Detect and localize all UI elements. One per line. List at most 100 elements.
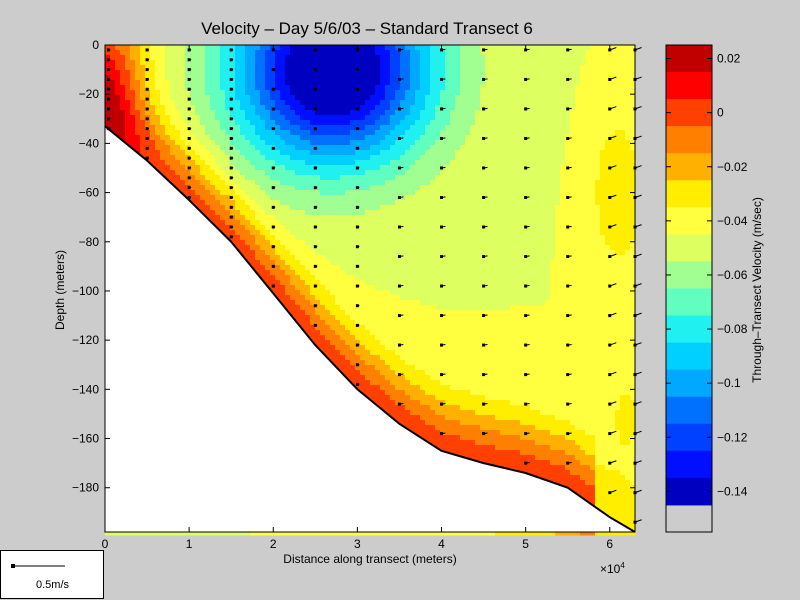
velocity-cell (290, 295, 296, 301)
velocity-cell (305, 65, 311, 71)
velocity-cell (340, 275, 346, 281)
velocity-cell (210, 215, 216, 221)
velocity-cell (295, 135, 301, 141)
velocity-cell (310, 255, 316, 261)
velocity-cell (290, 180, 296, 186)
velocity-cell (270, 180, 276, 186)
velocity-cell (175, 175, 181, 181)
velocity-cell (335, 345, 341, 351)
velocity-cell (310, 195, 316, 201)
velocity-cell (230, 235, 236, 241)
velocity-cell (215, 205, 221, 211)
velocity-cell (335, 310, 341, 316)
velocity-cell (300, 175, 306, 181)
velocity-cell (185, 190, 191, 196)
velocity-cell (250, 85, 256, 91)
velocity-cell (275, 250, 281, 256)
velocity-cell (320, 275, 326, 281)
velocity-cell (330, 175, 336, 181)
velocity-cell (245, 185, 251, 191)
velocity-cell (340, 340, 346, 346)
velocity-cell (290, 260, 296, 266)
velocity-cell (265, 220, 271, 226)
velocity-cell (165, 100, 171, 106)
velocity-cell (275, 190, 281, 196)
velocity-cell (320, 85, 326, 91)
velocity-cell (170, 145, 176, 151)
velocity-cell (340, 165, 346, 171)
velocity-cell (290, 255, 296, 261)
velocity-cell (265, 275, 271, 281)
velocity-cell (325, 315, 331, 321)
velocity-cell (345, 85, 351, 91)
velocity-cell (285, 55, 291, 61)
velocity-cell (355, 65, 361, 71)
velocity-cell (355, 300, 361, 306)
velocity-cell (265, 210, 271, 216)
velocity-cell (255, 100, 261, 106)
velocity-cell (250, 205, 256, 211)
velocity-cell (195, 145, 201, 151)
velocity-cell (205, 85, 211, 91)
velocity-cell (305, 295, 311, 301)
velocity-cell (345, 200, 351, 206)
velocity-cell (310, 80, 316, 86)
velocity-cell (315, 295, 321, 301)
velocity-cell (180, 180, 186, 186)
velocity-cell (355, 280, 361, 286)
velocity-cell (320, 70, 326, 76)
velocity-cell (255, 160, 261, 166)
velocity-cell (180, 45, 186, 51)
velocity-cell (230, 125, 236, 131)
velocity-cell (300, 105, 306, 111)
velocity-cell (325, 200, 331, 206)
velocity-cell (190, 530, 196, 536)
velocity-cell (255, 125, 261, 131)
velocity-cell (260, 145, 266, 151)
velocity-cell (140, 75, 146, 81)
velocity-cell (210, 120, 216, 126)
velocity-cell (220, 140, 226, 146)
velocity-cell (345, 275, 351, 281)
velocity-cell (155, 75, 161, 81)
velocity-cell (245, 75, 251, 81)
velocity-cell (230, 95, 236, 101)
velocity-cell (260, 160, 266, 166)
velocity-cell (245, 70, 251, 76)
velocity-cell (300, 315, 306, 321)
velocity-cell (310, 270, 316, 276)
velocity-cell (335, 210, 341, 216)
velocity-cell (195, 60, 201, 66)
velocity-cell (150, 65, 156, 71)
velocity-cell (330, 110, 336, 116)
velocity-cell (290, 250, 296, 256)
velocity-cell (305, 170, 311, 176)
velocity-cell (290, 80, 296, 86)
velocity-cell (335, 215, 341, 221)
velocity-cell (220, 200, 226, 206)
velocity-cell (345, 235, 351, 241)
velocity-cell (320, 235, 326, 241)
velocity-cell (305, 115, 311, 121)
velocity-cell (215, 530, 221, 536)
velocity-cell (205, 100, 211, 106)
velocity-cell (335, 290, 341, 296)
velocity-cell (175, 180, 181, 186)
velocity-cell (330, 190, 336, 196)
velocity-cell (280, 250, 286, 256)
velocity-cell (340, 100, 346, 106)
velocity-cell (230, 50, 236, 56)
velocity-cell (355, 375, 361, 381)
velocity-cell (230, 225, 236, 231)
velocity-cell (295, 300, 301, 306)
velocity-cell (235, 165, 241, 171)
velocity-cell (335, 65, 341, 71)
velocity-cell (315, 125, 321, 131)
velocity-cell (320, 75, 326, 81)
velocity-cell (240, 170, 246, 176)
velocity-cell (315, 340, 321, 346)
velocity-cell (130, 140, 136, 146)
velocity-cell (350, 115, 356, 121)
velocity-cell (275, 245, 281, 251)
velocity-cell (325, 270, 331, 276)
